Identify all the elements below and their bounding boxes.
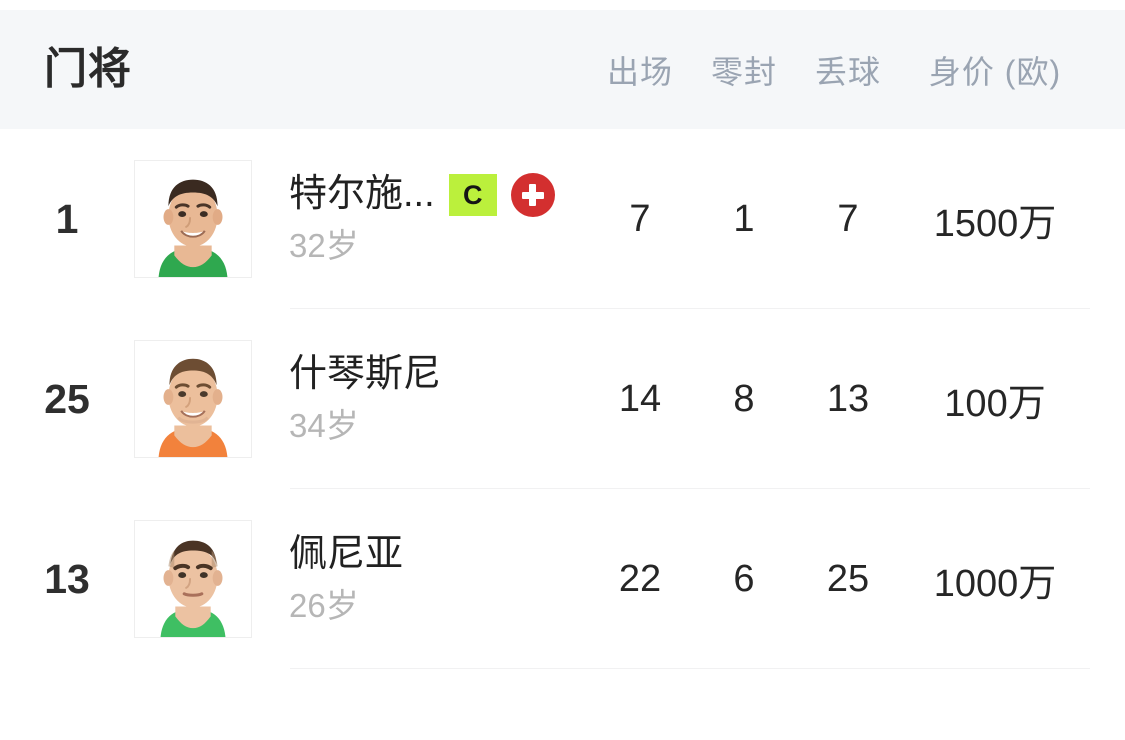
player-name-row: 特尔施... C [289, 173, 588, 218]
table-row[interactable]: 25 [0, 309, 1125, 489]
player-age: 32岁 [289, 227, 359, 265]
shirt-number: 13 [44, 555, 90, 602]
player-info: 什琴斯尼 34岁 [252, 353, 588, 445]
player-info: 特尔施... C 32岁 [252, 173, 588, 265]
column-header-goals-conceded: 丢球 [814, 53, 881, 90]
captain-badge-icon: C [448, 174, 497, 217]
player-name: 佩尼亚 [289, 533, 404, 576]
stat-appearances: 22 [618, 557, 662, 600]
avatar [134, 520, 252, 638]
page-title: 门将 [44, 45, 132, 93]
row-divider [290, 668, 1090, 669]
player-info: 佩尼亚 26岁 [252, 533, 588, 625]
column-header-appearances: 出场 [606, 53, 673, 90]
player-stats: 22 6 25 1000万 [588, 552, 1090, 607]
avatar [134, 160, 252, 278]
row-divider [290, 308, 1090, 309]
stat-appearances: 7 [629, 197, 651, 240]
stat-market-value: 100万 [944, 382, 1046, 425]
table-row[interactable]: 13 [0, 489, 1125, 669]
shirt-number: 1 [55, 195, 79, 242]
stat-market-value: 1500万 [933, 202, 1057, 245]
player-stats: 14 8 13 100万 [588, 372, 1090, 427]
column-headers: 出场 零封 丢球 身价 (欧) [588, 47, 1090, 93]
stat-clean-sheets: 8 [733, 377, 755, 420]
player-name-row: 什琴斯尼 [289, 353, 588, 397]
shirt-number: 25 [44, 375, 90, 422]
stat-goals-conceded: 13 [826, 377, 870, 420]
stat-clean-sheets: 1 [733, 197, 755, 240]
avatar [134, 340, 252, 458]
player-name-row: 佩尼亚 [289, 533, 588, 577]
stat-appearances: 14 [618, 377, 662, 420]
player-age: 26岁 [289, 586, 359, 624]
section-header: 门将 出场 零封 丢球 身价 (欧) [0, 10, 1125, 129]
column-header-market-value: 身价 (欧) [928, 53, 1062, 90]
player-list: 1 [0, 129, 1125, 669]
row-divider [290, 488, 1090, 489]
stat-goals-conceded: 7 [837, 197, 859, 240]
player-name: 特尔施... [289, 173, 435, 216]
stat-goals-conceded: 25 [826, 557, 870, 600]
injury-cross-icon [510, 173, 555, 218]
stat-clean-sheets: 6 [733, 557, 755, 600]
column-header-clean-sheets: 零封 [710, 53, 777, 90]
player-age: 34岁 [289, 406, 359, 444]
stat-market-value: 1000万 [933, 562, 1057, 605]
player-name: 什琴斯尼 [289, 353, 442, 396]
player-stats: 7 1 7 1500万 [588, 192, 1090, 247]
table-row[interactable]: 1 [0, 129, 1125, 309]
